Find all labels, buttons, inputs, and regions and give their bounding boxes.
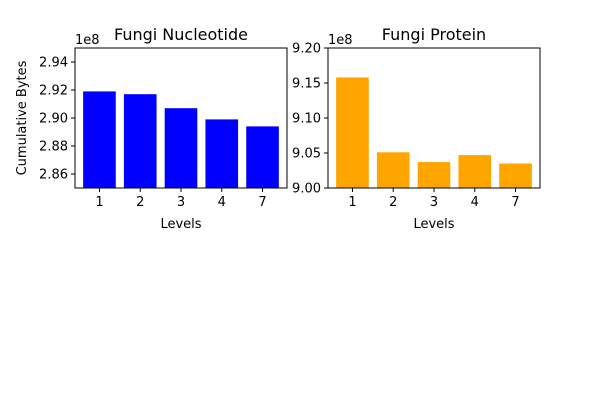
y-tick-label: 2.88 [39, 140, 68, 155]
bar-2 [376, 152, 410, 188]
x-axis-label: Levels [160, 217, 201, 232]
bar-2 [123, 94, 157, 188]
chart-title: Fungi Protein [382, 25, 486, 44]
y-ticks-group: 2.86 2.88 2.90 2.92 2.94 [39, 56, 75, 183]
bar-4 [458, 155, 492, 188]
axis-offset-label: 1e8 [328, 33, 353, 48]
y-ticks-group: 9.00 9.05 9.10 9.15 9.20 [292, 42, 328, 197]
x-tick-label: 1 [348, 195, 356, 210]
x-tick-label: 7 [258, 195, 266, 210]
x-tick-label: 4 [471, 195, 479, 210]
bars-group [336, 77, 532, 188]
bar-1 [83, 91, 116, 188]
bar-4 [205, 119, 239, 188]
bar-1 [336, 77, 369, 188]
plot-frame [74, 47, 288, 189]
chart-panel-fungi-nucleotide: Fungi Nucleotide 1e8 Levels Cumulative B… [15, 25, 288, 232]
y-tick-label: 2.86 [39, 168, 68, 183]
bar-7 [499, 163, 532, 188]
y-tick-label: 2.92 [39, 84, 68, 99]
bar-7 [246, 126, 279, 188]
chart-title: Fungi Nucleotide [114, 25, 248, 44]
x-tick-label: 2 [389, 195, 397, 210]
x-tick-label: 7 [511, 195, 519, 210]
y-tick-label: 2.94 [39, 56, 68, 71]
bar-3 [417, 162, 451, 188]
y-axis-label: Cumulative Bytes [15, 60, 30, 175]
x-ticks-group: 1 2 3 4 7 [95, 188, 267, 210]
bars-group [83, 91, 279, 188]
x-tick-label: 3 [430, 195, 438, 210]
y-tick-label: 9.05 [292, 147, 321, 162]
plot-frame [327, 47, 541, 189]
x-axis-label: Levels [413, 217, 454, 232]
x-tick-label: 2 [136, 195, 144, 210]
x-tick-label: 4 [218, 195, 226, 210]
bar-3 [164, 108, 198, 188]
y-tick-label: 9.10 [292, 112, 321, 127]
y-tick-label: 9.00 [292, 182, 321, 197]
y-tick-label: 9.15 [292, 77, 321, 92]
y-tick-label: 9.20 [292, 42, 321, 57]
y-tick-label: 2.90 [39, 112, 68, 127]
axis-offset-label: 1e8 [75, 33, 100, 48]
x-tick-label: 3 [177, 195, 185, 210]
x-ticks-group: 1 2 3 4 7 [348, 188, 520, 210]
x-tick-label: 1 [95, 195, 103, 210]
